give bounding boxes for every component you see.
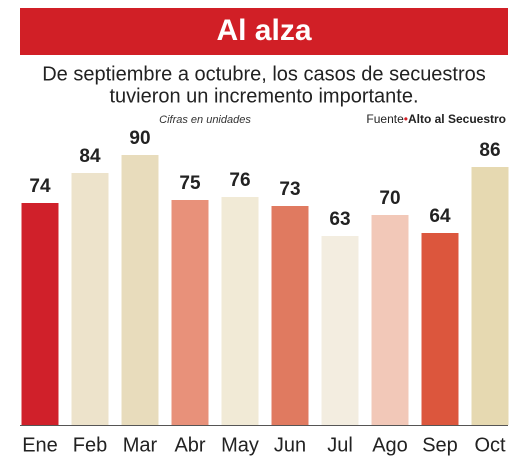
x-tick-label: Abr [174, 434, 205, 456]
subtitle: tuvieron un incremento importante. [109, 85, 418, 107]
x-tick-label: Jul [327, 434, 353, 456]
bar [121, 155, 159, 425]
value-label: 75 [179, 173, 201, 194]
source-label: Fuente [366, 112, 404, 126]
bar [371, 215, 409, 425]
subtitle: De septiembre a octubre, los casos de se… [42, 63, 486, 85]
value-label: 70 [379, 188, 400, 209]
bar [221, 197, 259, 425]
title-banner [20, 8, 508, 55]
bar [421, 233, 459, 425]
x-tick-label: Oct [474, 434, 506, 456]
source-name: Alto al Secuestro [408, 112, 506, 126]
bar [271, 206, 309, 425]
x-tick-label: Ago [372, 434, 408, 456]
x-tick-label: Ene [22, 434, 58, 456]
bar [471, 167, 509, 425]
source: Fuente•Alto al Secuestro [366, 112, 506, 126]
bar [71, 173, 109, 425]
value-label: 73 [279, 179, 300, 200]
bullet: • [404, 112, 408, 126]
bar [321, 236, 359, 425]
value-label: 63 [329, 209, 350, 230]
value-label: 74 [29, 176, 51, 197]
x-tick-label: Mar [123, 434, 158, 456]
value-label: 84 [79, 146, 101, 167]
bar [21, 203, 59, 425]
x-tick-label: May [221, 434, 259, 456]
chart-title: Al alza [216, 14, 311, 47]
value-label: 86 [479, 140, 500, 161]
x-tick-label: Feb [73, 434, 107, 456]
value-label: 64 [429, 206, 451, 227]
value-label: 76 [229, 170, 250, 191]
note: Cifras en unidades [159, 114, 251, 126]
value-label: 90 [129, 128, 150, 149]
x-tick-label: Sep [422, 434, 458, 456]
x-tick-label: Jun [274, 434, 306, 456]
bar [171, 200, 209, 425]
